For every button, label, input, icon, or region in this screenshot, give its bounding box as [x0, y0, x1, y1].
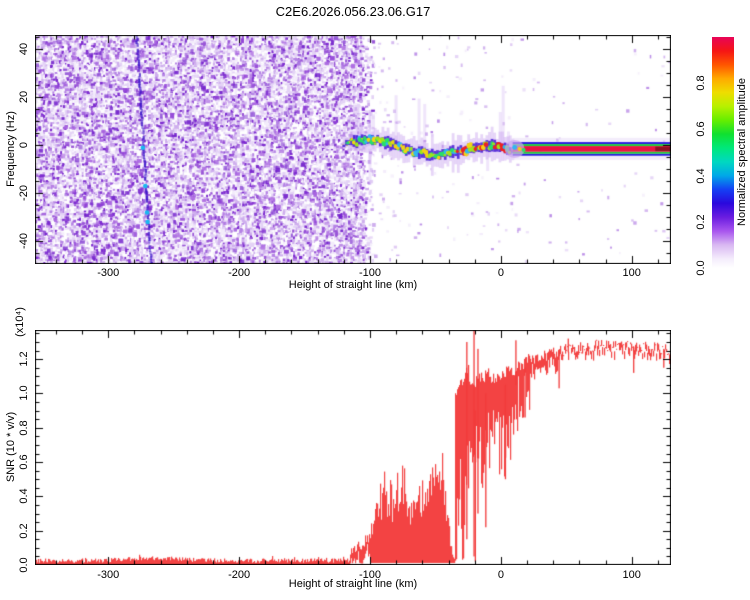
x-tick-label: 100 [622, 569, 641, 581]
y-tick-label: 0.6 [18, 454, 30, 470]
spectrogram-plot [35, 35, 671, 264]
height-axis-label-bottom: Height of straight line (km) [288, 578, 418, 590]
x-tick-label: -100 [358, 267, 382, 279]
y-tick-label: 0.2 [18, 523, 30, 539]
colorbar-tick-label: 0.6 [695, 121, 707, 138]
y-tick-label: 1.0 [18, 385, 30, 402]
x-tick-label: -300 [97, 569, 120, 581]
colorbar-tick-label: 0.2 [695, 214, 707, 230]
y-tick-label: 1.2 [18, 351, 30, 367]
x-tick-label: 100 [622, 267, 641, 279]
y-tick-label: 0 [18, 142, 30, 149]
x-tick-label: -200 [228, 569, 251, 581]
colorbar-tick-label: 0.4 [695, 167, 707, 184]
y-tick-label: -20 [18, 185, 30, 202]
y-tick-label: 20 [18, 91, 30, 104]
snr-plot [35, 330, 671, 565]
x-tick-label: -300 [97, 267, 120, 279]
figure-title: C2E6.2026.056.23.06.G17 [275, 4, 431, 19]
colorbar-tick-label: 0.8 [695, 75, 707, 91]
frequency-axis-label: Frequency (Hz) [5, 111, 17, 187]
height-axis-label-top: Height of straight line (km) [288, 279, 418, 291]
y-tick-label: -40 [18, 233, 30, 250]
y-tick-label: 0.8 [18, 420, 30, 436]
y-tick-label: 0.4 [18, 488, 30, 505]
x-tick-label: 0 [497, 569, 504, 581]
x-tick-label: -200 [228, 267, 251, 279]
axis-multiplier-label: (x10⁴) [14, 307, 26, 337]
snr-axis-label: SNR (10 * v/v) [5, 411, 17, 483]
y-tick-label: 0.0 [18, 557, 30, 573]
colorbar [712, 37, 734, 268]
x-tick-label: -100 [358, 569, 382, 581]
colorbar-label: Normalized spectral amplitude [736, 78, 748, 226]
y-tick-label: 40 [18, 43, 30, 56]
x-tick-label: 0 [497, 267, 504, 279]
colorbar-tick-label: 0.0 [695, 260, 707, 276]
